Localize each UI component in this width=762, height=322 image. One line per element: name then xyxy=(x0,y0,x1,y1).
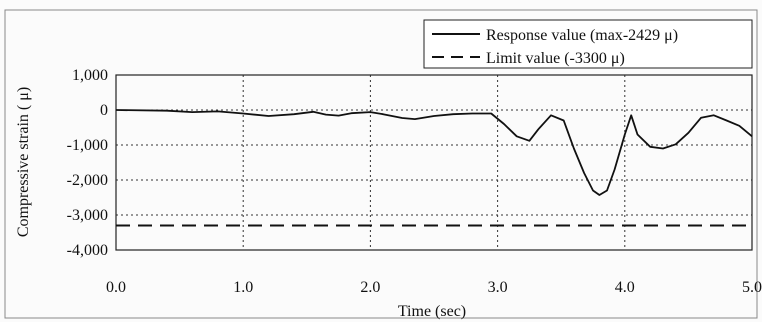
grid xyxy=(116,75,752,250)
y-tick-label: -2,000 xyxy=(67,172,108,189)
x-tick-label: 0.0 xyxy=(106,279,126,296)
series-lines xyxy=(115,109,753,227)
legend-label-response: Response value (max-2429 μ) xyxy=(486,27,678,44)
legend-label-limit: Limit value (-3300 μ) xyxy=(486,50,625,67)
x-tick-label: 4.0 xyxy=(615,279,635,296)
x-tick-label: 3.0 xyxy=(488,279,508,296)
plot-area-frame xyxy=(115,74,753,251)
x-axis-title: Time (sec) xyxy=(398,303,466,320)
figure-border xyxy=(4,9,758,319)
y-tick-label: -3,000 xyxy=(67,207,108,224)
y-tick-label: -4,000 xyxy=(67,242,108,259)
y-axis-title: Compressive strain ( μ) xyxy=(15,87,32,237)
series-line-response xyxy=(115,109,753,196)
x-tick-label: 2.0 xyxy=(360,279,380,296)
y-tick-label: 0 xyxy=(100,102,108,119)
y-tick-label: -1,000 xyxy=(67,137,108,154)
y-tick-labels: 1,000 0 -1,000 -2,000 -3,000 -4,000 xyxy=(67,67,108,259)
legend-box xyxy=(423,19,753,69)
x-tick-labels: 0.0 1.0 2.0 3.0 4.0 5.0 xyxy=(106,279,762,296)
x-tick-label: 5.0 xyxy=(742,279,762,296)
x-tick-label: 1.0 xyxy=(233,279,253,296)
legend: Response value (max-2429 μ) Limit value … xyxy=(423,19,753,69)
y-tick-label: 1,000 xyxy=(72,67,108,84)
